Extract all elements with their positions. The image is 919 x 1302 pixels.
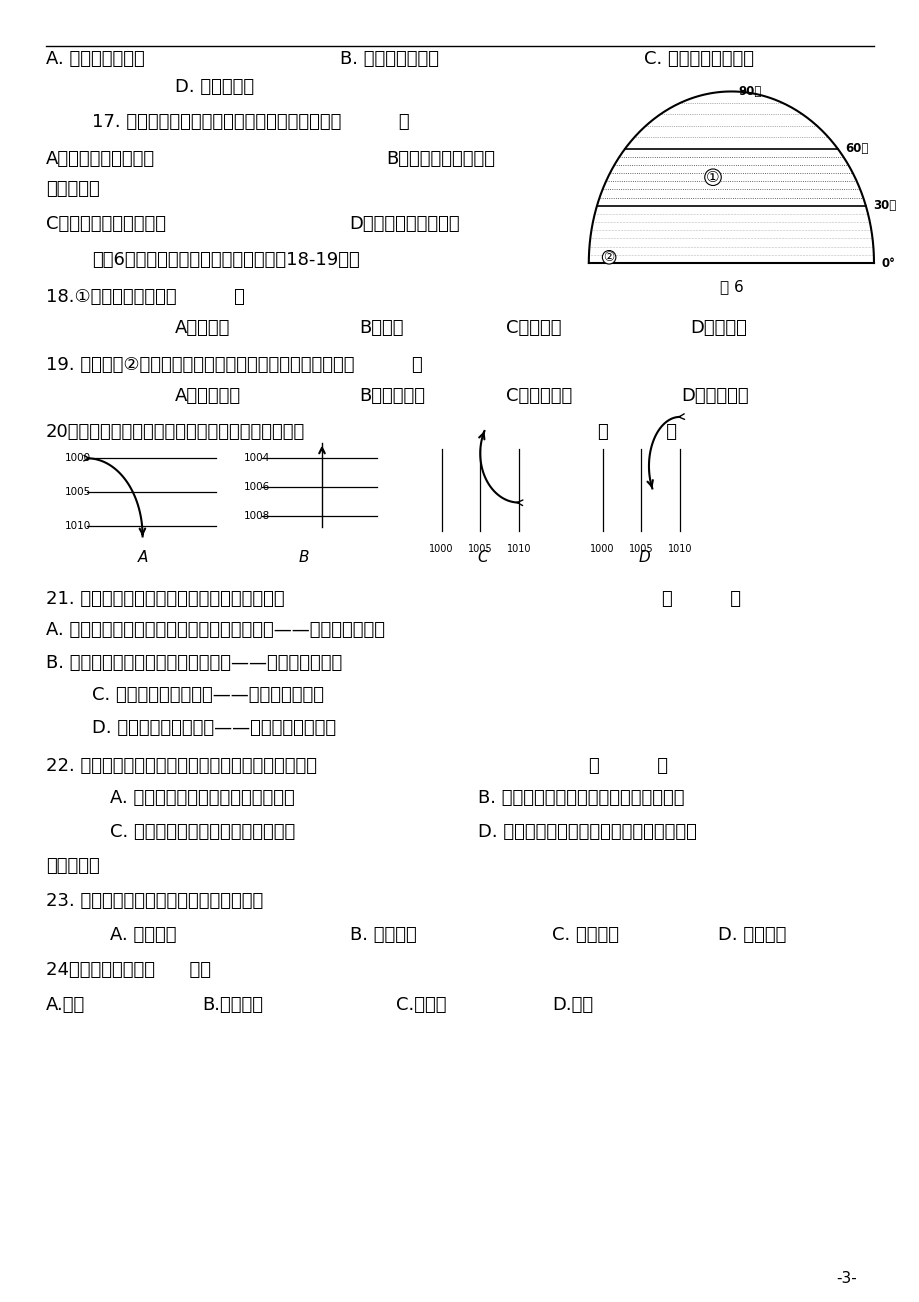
Text: （          ）: （ ） [597,423,676,441]
Text: 17. 下列地理现象能反映热力环流基本原理的是（          ）: 17. 下列地理现象能反映热力环流基本原理的是（ ） [92,113,409,132]
Text: B．高温多雨: B．高温多雨 [358,387,425,405]
Text: 90北: 90北 [738,85,761,98]
Text: D. 晴朗的天空呈蔚蓝色——大气的逆辐射作用: D. 晴朗的天空呈蔚蓝色——大气的逆辐射作用 [92,719,335,737]
Text: C.湖泊水: C.湖泊水 [395,996,446,1014]
Text: D．温和湿润: D．温和湿润 [680,387,748,405]
Text: B．西风: B．西风 [358,319,403,337]
Text: D: D [638,549,649,565]
Text: 1000: 1000 [429,544,453,555]
Text: 30北: 30北 [872,199,895,212]
Text: A. 大气辐射和地面辐射均为长波辐射: A. 大气辐射和地面辐射均为长波辐射 [110,789,295,807]
Text: （          ）: （ ） [588,756,667,775]
Text: ①: ① [706,169,719,185]
Text: D．西北风: D．西北风 [689,319,746,337]
Text: 1010: 1010 [667,544,691,555]
Text: （          ）: （ ） [662,590,741,608]
Text: 图 6: 图 6 [719,279,743,294]
Text: C. 气压差异: C. 气压差异 [551,926,618,944]
Text: 21. 下列地理现象，按其内在联系正确的连线是: 21. 下列地理现象，按其内在联系正确的连线是 [46,590,284,608]
Text: C: C [477,549,488,565]
Text: ②: ② [603,251,614,264]
Text: B: B [298,549,309,565]
Text: A．东北风: A．东北风 [175,319,230,337]
Text: 1010: 1010 [506,544,530,555]
Text: A. 日出前的黎明和日落后的黄昏天空仍然明亮——大气的反射作用: A. 日出前的黎明和日落后的黄昏天空仍然明亮——大气的反射作用 [46,621,384,639]
Text: 18.①处的盛行风向是（          ）: 18.①处的盛行风向是（ ） [46,288,244,306]
Text: A. 地形差异: A. 地形差异 [110,926,176,944]
Text: C．东南风: C．东南风 [505,319,561,337]
Text: 0°: 0° [880,256,894,270]
Text: C. 城区的雾天较郊区多——空气中尘埃较多: C. 城区的雾天较郊区多——空气中尘埃较多 [92,686,323,704]
Text: 1004: 1004 [244,453,270,464]
Text: A. 垂直气压梯度力: A. 垂直气压梯度力 [46,49,144,68]
Text: A．晴朗天空呈蔚蓝色: A．晴朗天空呈蔚蓝色 [46,150,155,168]
Text: 1005: 1005 [468,544,492,555]
Text: 度发生改变: 度发生改变 [46,857,99,875]
Text: B. 大气辐射中的绝大部分都射向宇宙空间: B. 大气辐射中的绝大部分都射向宇宙空间 [478,789,684,807]
Text: 1005: 1005 [64,487,91,497]
Text: B．白天近地面风从海: B．白天近地面风从海 [386,150,494,168]
Text: 1008: 1008 [244,510,270,521]
Text: A: A [137,549,148,565]
Text: 读图6「气压带风带分布示意图」，回畀18-19题。: 读图6「气压带风带分布示意图」，回畀18-19题。 [92,251,359,270]
Text: D.河水: D.河水 [551,996,593,1014]
Text: 60北: 60北 [845,142,868,155]
Text: D. 地转偏向力: D. 地转偏向力 [175,78,254,96]
Text: A．炎热干燥: A．炎热干燥 [175,387,241,405]
Text: D. 水分差异: D. 水分差异 [717,926,785,944]
Text: 1010: 1010 [64,521,91,531]
Text: 洋吹向陆地: 洋吹向陆地 [46,180,99,198]
Text: C. 地面辐射是指地面反射的太阳辐射: C. 地面辐射是指地面反射的太阳辐射 [110,823,295,841]
Text: 19. 在气压带②控制下的赤道附近地区，其气候特征是终年（          ）: 19. 在气压带②控制下的赤道附近地区，其气候特征是终年（ ） [46,355,423,374]
Text: B. 水平气压梯度力: B. 水平气压梯度力 [340,49,439,68]
Text: B. 早春和深秋多云的夜晩不会有霜冻——大气的散射作用: B. 早春和深秋多云的夜晩不会有霜冻——大气的散射作用 [46,654,342,672]
Text: B. 温度差异: B. 温度差异 [349,926,416,944]
Text: A.冰川: A.冰川 [46,996,85,1014]
Text: D．春季多沙尘暴天气: D．春季多沙尘暴天气 [349,215,460,233]
Text: 1006: 1006 [244,482,270,492]
Text: C．阴天时，昼夜温差小: C．阴天时，昼夜温差小 [46,215,165,233]
Text: B.地下淡水: B.地下淡水 [202,996,263,1014]
Text: 22. 下列关于大气辐射和地面辐射的叙述中，正确的是: 22. 下列关于大气辐射和地面辐射的叙述中，正确的是 [46,756,317,775]
Text: 1005: 1005 [629,544,652,555]
Text: C．温和干燥: C．温和干燥 [505,387,572,405]
Text: 23. 大气运动的根本原因是不同地区间存在: 23. 大气运动的根本原因是不同地区间存在 [46,892,263,910]
Text: C. 海陆热力性质差异: C. 海陆热力性质差异 [643,49,754,68]
Text: 20．下列四幅图能正确反映北半球近地面风向的是：: 20．下列四幅图能正确反映北半球近地面风向的是： [46,423,305,441]
Text: 1000: 1000 [64,453,90,464]
Text: 1000: 1000 [590,544,614,555]
Text: -3-: -3- [835,1271,856,1286]
Text: D. 地面辐射和大气辐射都不可能使大气的温: D. 地面辐射和大气辐射都不可能使大气的温 [478,823,697,841]
Text: 24、淡水的主体是（      ）。: 24、淡水的主体是（ ）。 [46,961,210,979]
